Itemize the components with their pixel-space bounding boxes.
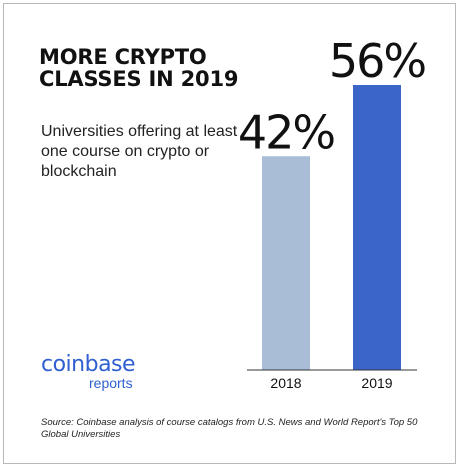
logo-subtitle: reports bbox=[89, 375, 133, 391]
source-note: Source: Coinbase analysis of course cata… bbox=[41, 417, 418, 440]
data-label-2019: 56% bbox=[329, 34, 426, 88]
logo-wordmark: coinbase bbox=[41, 352, 136, 377]
data-label-2018: 42% bbox=[238, 105, 335, 159]
chart-title: MORE CRYPTO CLASSES IN 2019 bbox=[39, 45, 239, 91]
chart-subtitle: Universities offering at least one cours… bbox=[41, 123, 238, 180]
bar-2018 bbox=[262, 156, 310, 370]
bar-2019 bbox=[353, 85, 401, 370]
x-tick-label-2019: 2019 bbox=[361, 375, 392, 391]
coinbase-logo: coinbase reports bbox=[41, 353, 181, 393]
x-tick-label-2018: 2018 bbox=[270, 375, 301, 391]
